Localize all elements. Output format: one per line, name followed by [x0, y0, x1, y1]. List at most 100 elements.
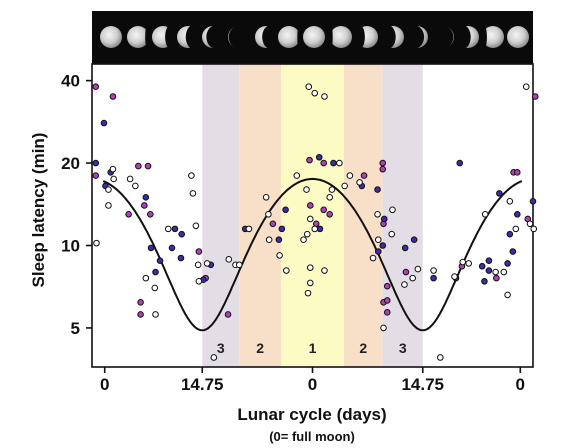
data-point-white	[459, 258, 467, 266]
data-point-purple	[360, 172, 368, 179]
data-point-blue	[379, 242, 387, 249]
data-point-blue	[278, 225, 286, 233]
x-axis-title: Lunar cycle (days)	[237, 405, 386, 424]
data-point-white	[336, 159, 343, 167]
data-point-blue	[92, 159, 100, 167]
data-point-purple	[306, 156, 313, 164]
x-tick-label: 14.75	[401, 375, 444, 394]
data-point-blue	[275, 236, 283, 243]
data-point-blue	[380, 215, 388, 223]
data-point-purple	[125, 210, 132, 218]
data-point-purple	[137, 299, 144, 306]
data-point-white	[506, 198, 514, 205]
data-point-blue	[171, 225, 179, 233]
data-point-white	[328, 186, 336, 193]
moon-phase-icon	[431, 25, 454, 49]
data-point-white	[388, 230, 396, 238]
data-point-blue	[496, 190, 503, 197]
moon-phase-icon	[329, 25, 352, 49]
data-point-white	[105, 202, 112, 209]
data-point-white	[194, 261, 202, 269]
data-point-blue	[430, 274, 437, 282]
data-point-white	[306, 264, 314, 271]
data-point-blue	[410, 236, 418, 243]
phase-band-label: 2	[359, 340, 367, 356]
moon-phase-icon	[456, 25, 479, 49]
data-point-purple	[320, 206, 328, 214]
x-axis-note: (0= full moon)	[269, 429, 355, 444]
data-point-white	[265, 210, 272, 218]
data-point-blue	[156, 257, 164, 264]
data-point-white	[306, 279, 314, 287]
data-point-blue	[152, 268, 159, 276]
data-point-purple	[531, 93, 539, 100]
phase-band	[202, 64, 240, 367]
data-point-white	[380, 324, 387, 332]
data-point-white	[189, 190, 197, 197]
data-point-purple	[514, 169, 521, 176]
moon-phase-icon	[405, 25, 428, 49]
data-point-blue	[374, 186, 381, 193]
data-point-blue	[485, 257, 493, 264]
data-point-blue	[142, 193, 150, 201]
data-point-white	[304, 289, 312, 297]
data-point-purple	[141, 202, 148, 209]
phase-band-label: 1	[309, 340, 317, 356]
data-point-blue	[485, 267, 493, 274]
moon-phase-icon	[278, 25, 301, 49]
data-point-white	[300, 236, 307, 243]
data-point-purple	[379, 159, 387, 167]
data-point-white	[409, 274, 416, 282]
moon-phase-icon	[127, 25, 150, 49]
data-point-white	[451, 273, 458, 280]
data-point-white	[109, 165, 117, 173]
data-point-white	[105, 186, 112, 193]
data-point-white	[500, 268, 508, 276]
data-point-white	[437, 354, 444, 361]
data-point-white	[132, 182, 139, 190]
data-point-white	[369, 254, 377, 262]
data-point-white	[142, 274, 150, 282]
data-point-purple	[92, 83, 100, 91]
data-point-purple	[383, 309, 391, 316]
band-labels: 3 2 1 2 3	[217, 340, 407, 356]
data-point-white	[110, 175, 117, 183]
phase-band	[281, 64, 344, 367]
data-point-blue	[514, 210, 521, 218]
fit-curve	[102, 177, 523, 332]
data-point-purple	[224, 311, 232, 318]
moon-phase-icon	[152, 25, 175, 49]
data-point-white	[522, 83, 530, 91]
phase-band	[382, 64, 423, 367]
data-point-white	[283, 267, 290, 274]
moon-phases	[100, 25, 529, 49]
data-point-white	[356, 179, 363, 186]
data-point-purple	[109, 93, 117, 100]
data-point-white	[321, 267, 328, 274]
data-point-white	[93, 239, 100, 247]
data-point-white	[526, 220, 534, 228]
data-point-white	[210, 354, 218, 361]
y-axis-title: Sleep latency (min)	[29, 133, 48, 288]
data-point-white	[321, 93, 328, 100]
data-point-blue	[147, 244, 155, 252]
data-point-white	[346, 172, 354, 179]
data-point-white	[530, 225, 538, 233]
data-point-white	[192, 222, 200, 230]
data-point-purple	[147, 210, 154, 218]
data-point-blue	[177, 254, 185, 262]
data-point-white	[265, 236, 273, 243]
data-point-white	[481, 210, 489, 218]
y-axis-ticks: 5 10 20 40	[61, 72, 92, 338]
data-point-white	[414, 265, 422, 273]
data-point-white	[374, 210, 381, 218]
data-point-white	[430, 267, 437, 274]
moon-phase-icon	[202, 25, 225, 49]
y-tick-label: 20	[61, 154, 80, 173]
data-point-white	[203, 260, 211, 267]
data-point-white	[303, 230, 311, 238]
moon-phase-icon	[481, 25, 504, 49]
data-point-blue	[374, 248, 382, 255]
data-point-purple	[306, 202, 314, 209]
data-point-blue	[504, 260, 511, 267]
